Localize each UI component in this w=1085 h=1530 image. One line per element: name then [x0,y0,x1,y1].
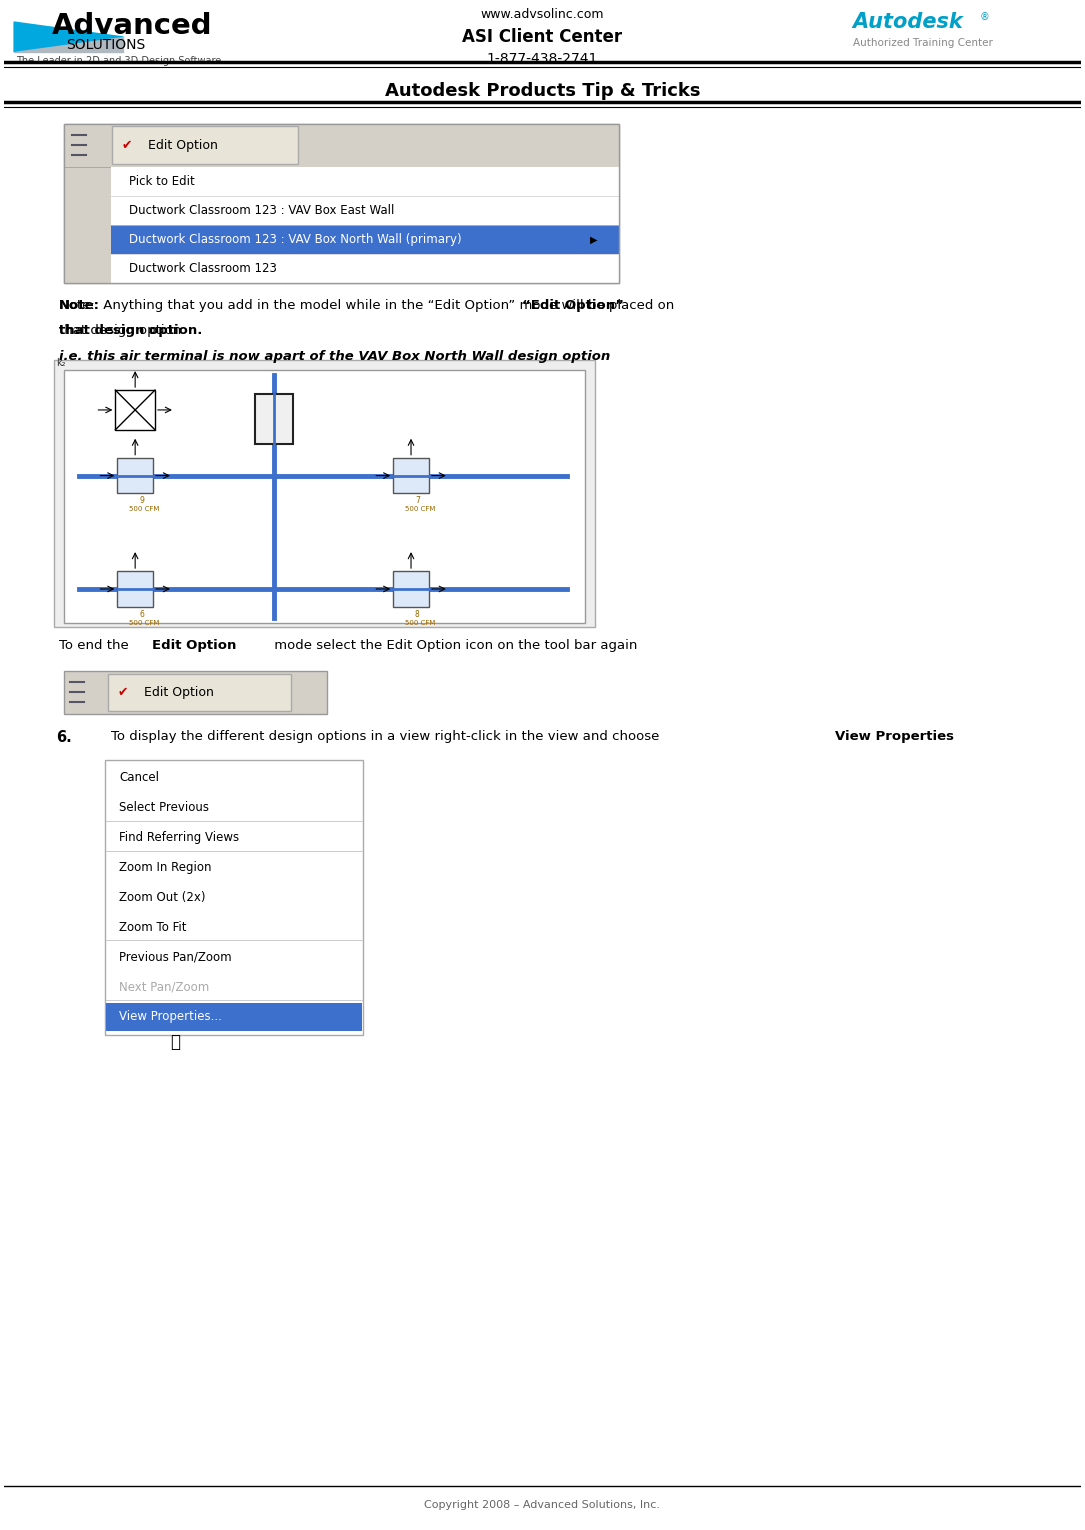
Text: Previous Pan/Zoom: Previous Pan/Zoom [119,950,232,964]
Text: Ductwork Classroom 123 : VAV Box North Wall (primary): Ductwork Classroom 123 : VAV Box North W… [129,233,462,246]
Bar [117,457,153,494]
Bar [112,167,620,196]
Text: Ductwork Classroom 123 : VAV Box East Wall: Ductwork Classroom 123 : VAV Box East Wa… [129,203,395,217]
Text: 7: 7 [414,496,420,505]
Text: Zoom In Region: Zoom In Region [119,861,212,874]
Bar [54,360,595,627]
Polygon shape [14,37,124,52]
Text: that design option.: that design option. [59,324,186,338]
Bar [64,167,112,283]
Text: mode select the Edit Option icon on the tool bar again: mode select the Edit Option icon on the … [270,638,638,652]
Bar [393,571,429,607]
Text: Find Referring Views: Find Referring Views [119,831,240,845]
Bar [112,167,620,283]
Text: Ductwork Classroom 123: Ductwork Classroom 123 [129,262,277,275]
Text: To end the: To end the [59,638,132,652]
Text: Next Pan/Zoom: Next Pan/Zoom [119,981,209,993]
Text: 9: 9 [139,496,144,505]
Text: ®: ® [980,12,990,21]
Bar [106,1002,362,1031]
Text: Cancel: Cancel [119,771,159,785]
Text: 500 CFM: 500 CFM [129,506,159,513]
Bar [393,457,429,494]
Text: View Properties: View Properties [834,730,954,744]
Text: The Leader in 2D and 3D Design Software: The Leader in 2D and 3D Design Software [16,57,221,66]
Text: Authorized Training Center: Authorized Training Center [853,38,993,47]
Text: “Edit Option”: “Edit Option” [522,298,624,312]
Text: Zoom Out (2x): Zoom Out (2x) [119,890,206,904]
Bar [64,124,620,283]
Text: 500 CFM: 500 CFM [405,506,435,513]
Bar [64,124,620,167]
Text: 8: 8 [414,610,420,618]
Text: k₂: k₂ [55,358,65,369]
Text: that design option.: that design option. [59,324,202,338]
Text: ASI Client Center: ASI Client Center [462,28,623,46]
Text: Edit Option: Edit Option [152,638,237,652]
Bar [105,760,363,1034]
Bar [64,370,585,623]
Text: 6: 6 [139,610,144,618]
FancyBboxPatch shape [113,127,298,164]
Text: Copyright 2008 – Advanced Solutions, Inc.: Copyright 2008 – Advanced Solutions, Inc… [424,1499,661,1510]
Bar [112,254,620,283]
Text: Zoom To Fit: Zoom To Fit [119,921,187,933]
Text: 500 CFM: 500 CFM [405,620,435,626]
Text: ▶: ▶ [589,234,597,245]
Polygon shape [14,21,124,52]
Bar [117,571,153,607]
Text: 500 CFM: 500 CFM [129,620,159,626]
Text: View Properties...: View Properties... [119,1010,222,1024]
Bar [112,196,620,225]
Text: ✔: ✔ [122,139,131,151]
Text: Select Previous: Select Previous [119,802,209,814]
Text: 1-877-438-2741: 1-877-438-2741 [487,52,598,66]
Text: Autodesk: Autodesk [853,12,963,32]
Text: Note:  Anything that you add in the model while in the “Edit Option” mode will b: Note: Anything that you add in the model… [59,298,674,312]
Text: ⤷: ⤷ [170,1033,180,1051]
Text: Autodesk Products Tip & Tricks: Autodesk Products Tip & Tricks [385,81,700,99]
Text: 6.: 6. [55,730,72,745]
Text: www.advsolinc.com: www.advsolinc.com [481,8,604,21]
Text: ✔: ✔ [117,685,128,699]
Text: i.e. this air terminal is now apart of the VAV Box North Wall design option: i.e. this air terminal is now apart of t… [59,350,610,363]
Text: SOLUTIONS: SOLUTIONS [66,38,145,52]
Bar [255,395,293,444]
Text: Advanced: Advanced [52,12,213,40]
Text: To display the different design options in a view right-click in the view and ch: To display the different design options … [112,730,664,744]
Text: Edit Option: Edit Option [144,685,214,699]
Text: Pick to Edit: Pick to Edit [129,176,195,188]
Text: Note:: Note: [59,298,100,312]
Text: Edit Option: Edit Option [148,139,218,151]
Bar [64,670,327,715]
Bar [64,124,620,283]
Bar [115,390,155,430]
FancyBboxPatch shape [108,673,291,711]
Bar [112,225,620,254]
